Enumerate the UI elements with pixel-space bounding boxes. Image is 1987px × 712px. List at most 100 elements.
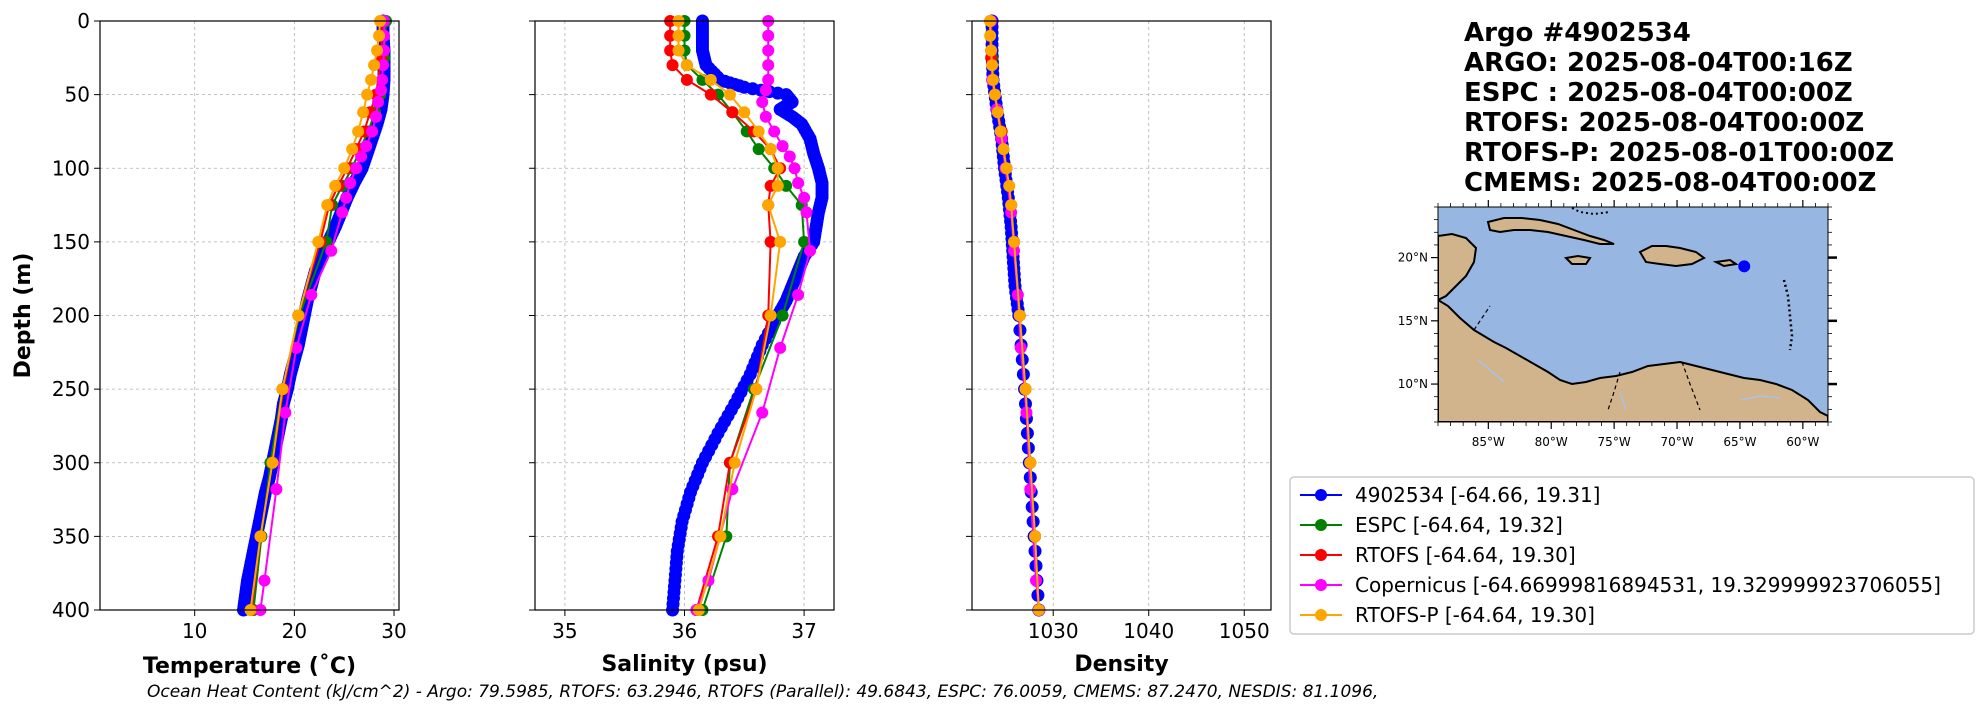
point-rtofs-p (338, 162, 351, 175)
x-tick-label: 1050 (1219, 619, 1270, 643)
series-rtofs-p (244, 15, 387, 616)
x-tick-label: 35 (552, 619, 577, 643)
map-lon-label: 65°W (1723, 435, 1756, 449)
point-rtofs-p (991, 106, 1004, 119)
y-tick-label: 300 (52, 451, 90, 475)
legend-label: RTOFS-P [-64.64, 19.30] (1355, 603, 1595, 627)
map-lon-label: 85°W (1472, 435, 1505, 449)
point-copernicus (360, 140, 373, 153)
map-cuba (1486, 217, 1615, 245)
point-rtofs-p (994, 125, 1007, 138)
legend-swatch-marker (1315, 519, 1327, 531)
point-rtofs-p (368, 59, 381, 72)
point-copernicus (270, 483, 283, 496)
point-copernicus (800, 206, 813, 219)
point-rtofs (666, 59, 679, 72)
point-rtofs-p (764, 309, 777, 322)
legend-entry: ESPC [-64.64, 19.32] (1300, 513, 1563, 537)
y-tick-label: 350 (52, 524, 90, 548)
point-rtofs (664, 44, 677, 57)
point-rtofs-p (1005, 199, 1018, 212)
legend-frame (1289, 476, 1975, 635)
header-cmems-time: CMEMS: 2025-08-04T00:00Z (1464, 168, 1876, 198)
point-copernicus (325, 244, 338, 257)
series-copernicus (690, 15, 817, 616)
y-tick-label: 150 (52, 230, 90, 254)
point-rtofs-p (357, 106, 370, 119)
point-copernicus (258, 574, 271, 587)
point-copernicus (279, 406, 292, 419)
point-rtofs-p (365, 73, 378, 86)
point-copernicus (804, 244, 817, 257)
x-tick-label: 1040 (1123, 619, 1174, 643)
point-rtofs-p (986, 59, 999, 72)
point-rtofs-p (329, 179, 342, 192)
point-rtofs-p (1019, 383, 1032, 396)
salinity-ticks: 35 36 37 (529, 20, 817, 643)
y-tick-label: 0 (77, 9, 90, 33)
y-tick-label: 50 (65, 83, 90, 107)
point-copernicus (350, 162, 363, 175)
point-espc (776, 309, 789, 322)
float-header: Argo #4902534 ARGO: 2025-08-04T00:16Z ES… (1464, 18, 1894, 198)
point-rtofs-p (371, 44, 384, 57)
point-copernicus (290, 341, 303, 354)
point-rtofs-p (373, 29, 386, 42)
series-line-copernicus (259, 21, 386, 611)
header-argo-time: ARGO: 2025-08-04T00:16Z (1464, 48, 1853, 78)
x-tick-label: 20 (282, 619, 307, 643)
map-lon-label: 75°W (1598, 435, 1631, 449)
x-tick-label: 30 (381, 619, 406, 643)
density-panel: 1030 1040 1050 Density (966, 14, 1272, 677)
map-land (1438, 207, 1828, 422)
point-rtofs-p (254, 530, 267, 543)
map-lat-label: 15°N (1398, 314, 1428, 328)
point-rtofs-p (672, 44, 685, 57)
map-marker-layer (1738, 260, 1751, 273)
point-copernicus (305, 288, 318, 301)
point-rtofs-p (346, 143, 359, 156)
point-rtofs-p (1024, 456, 1037, 469)
salinity-xlabel: Salinity (psu) (601, 652, 767, 677)
point-espc (752, 143, 765, 156)
map-borders (1473, 305, 1701, 411)
point-copernicus (776, 140, 789, 153)
point-rtofs-p (723, 88, 736, 101)
point-rtofs-p (728, 456, 741, 469)
y-tick-label: 100 (52, 156, 90, 180)
legend-entry: RTOFS-P [-64.64, 19.30] (1300, 603, 1595, 627)
point-copernicus (1014, 341, 1027, 354)
point-rtofs-p (774, 235, 787, 248)
point-rtofs-p (672, 29, 685, 42)
legend-entry: RTOFS [-64.64, 19.30] (1300, 543, 1576, 567)
point-rtofs (680, 73, 693, 86)
map-hispaniola (1638, 245, 1706, 268)
salinity-series (664, 14, 829, 617)
point-rtofs-p (1003, 179, 1016, 192)
point-rtofs-p (771, 162, 784, 175)
point-rtofs (764, 235, 777, 248)
point-copernicus (783, 150, 796, 163)
map-rivers (1477, 359, 1781, 411)
point-rtofs-p (762, 199, 775, 212)
point-rtofs-p (312, 235, 325, 248)
point-rtofs-p (714, 530, 727, 543)
point-rtofs-p (1000, 162, 1013, 175)
map-lon-label: 60°W (1786, 435, 1819, 449)
series-rtofs-p (984, 15, 1045, 616)
map-frame (1437, 206, 1829, 423)
point-copernicus (798, 191, 811, 204)
point-rtofs-p (987, 73, 1000, 86)
legend-label: 4902534 [-64.66, 19.31] (1355, 483, 1600, 507)
header-argo-id: Argo #4902534 (1464, 18, 1691, 48)
ohc-footer: Ocean Heat Content (kJ/cm^2) - Argo: 79.… (147, 682, 1378, 702)
y-tick-label: 200 (52, 304, 90, 328)
temperature-panel: 0 50 100 150 200 250 300 350 400 10 20 30 Temperatu… (11, 9, 407, 679)
point-copernicus (788, 162, 801, 175)
map-lesser-antilles (1782, 279, 1794, 351)
density-series (984, 14, 1046, 617)
legend-swatch-marker (1315, 489, 1327, 501)
map-jamaica (1563, 254, 1592, 265)
point-copernicus (340, 191, 353, 204)
